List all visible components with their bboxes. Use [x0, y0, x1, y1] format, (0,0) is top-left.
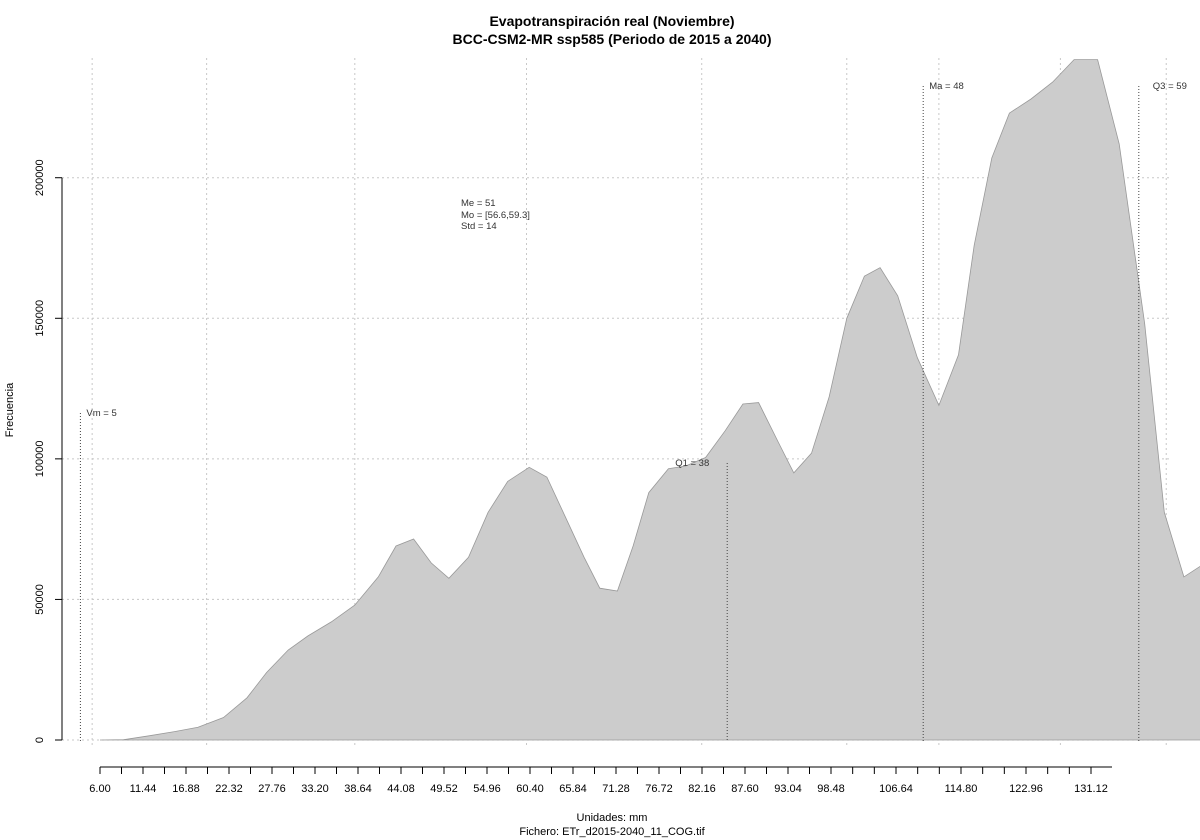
- x-tick-label: 71.28: [602, 783, 630, 795]
- stats-std: Std = 14: [461, 221, 497, 232]
- x-tick-label: 82.16: [688, 783, 716, 795]
- x-tick-label: 11.44: [130, 783, 157, 795]
- y-tick-label: 100000: [34, 441, 46, 478]
- x-tick-label: 54.96: [473, 783, 501, 795]
- stats-mean: Me = 51: [461, 198, 496, 209]
- y-tick-label: 0: [34, 737, 46, 743]
- x-tick-label: 76.72: [645, 783, 673, 795]
- stats-box: Me = 51 Mo = [56.6,59.3] Std = 14: [461, 198, 530, 232]
- x-tick-label: 106.64: [879, 783, 913, 795]
- y-tick-label: 50000: [34, 584, 46, 615]
- x-tick-label: 122.96: [1009, 783, 1043, 795]
- x-tick-label: 49.52: [430, 783, 458, 795]
- chart-subtitle: BCC-CSM2-MR ssp585 (Periodo de 2015 a 20…: [453, 31, 772, 47]
- stat-label: Ma = 48: [929, 81, 964, 92]
- y-tick-label: 200000: [34, 159, 46, 196]
- y-tick-label: 150000: [34, 300, 46, 337]
- x-tick-label: 44.08: [387, 783, 415, 795]
- x-tick-label: 131.12: [1074, 783, 1108, 795]
- stat-label: Vm = 5: [86, 408, 116, 419]
- x-tick-label: 6.00: [89, 783, 110, 795]
- x-tick-label: 65.84: [559, 783, 587, 795]
- x-tick-label: 93.04: [774, 783, 802, 795]
- stat-label: Q1 = 38: [675, 458, 709, 469]
- stats-mode: Mo = [56.6,59.3]: [461, 210, 530, 221]
- axes: 0 50000 100000 150000 200000 6.00 11.44 16.88 22…: [34, 159, 1112, 795]
- x-axis-label: Unidades: mm: [577, 812, 648, 824]
- frequency-area: [99, 59, 1200, 741]
- frequency-area-path: [99, 59, 1200, 741]
- x-tick-label: 16.88: [172, 783, 200, 795]
- x-tick-label: 38.64: [344, 783, 372, 795]
- y-axis-label: Frecuencia: [4, 382, 16, 437]
- stat-label: Q3 = 59: [1153, 81, 1187, 92]
- x-tick-label: 60.40: [516, 783, 544, 795]
- x-tick-label: 27.76: [258, 783, 286, 795]
- x-tick-label: 33.20: [301, 783, 329, 795]
- x-tick-label: 98.48: [817, 783, 845, 795]
- chart-title: Evapotranspiración real (Noviembre): [489, 13, 734, 29]
- x-tick-label: 87.60: [731, 783, 759, 795]
- x-tick-label: 22.32: [215, 783, 243, 795]
- x-tick-label: 114.80: [945, 783, 978, 795]
- file-footer: Fichero: ETr_d2015-2040_11_COG.tif: [519, 826, 705, 838]
